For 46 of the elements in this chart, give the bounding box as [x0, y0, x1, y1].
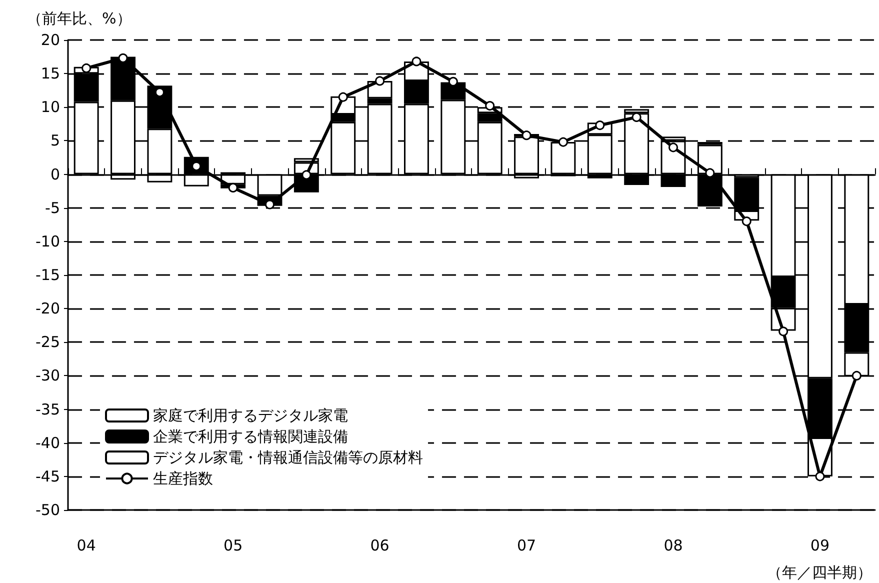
point: [852, 370, 862, 380]
x-tick-label: 09: [810, 536, 830, 554]
point: [154, 88, 164, 98]
legend-label: デジタル家電・情報通信設備等の原材料: [153, 448, 423, 466]
point: [485, 101, 495, 111]
point: [82, 63, 92, 73]
legend-label: 生産指数: [153, 470, 213, 488]
x-axis-title: （年／四半期）: [767, 564, 872, 582]
x-tick-label: 08: [664, 536, 683, 554]
point: [448, 76, 458, 86]
y-tick-label: -15: [36, 266, 60, 284]
y-tick-label: 20: [40, 31, 60, 49]
y-tick-label: -5: [45, 198, 60, 217]
point: [815, 472, 825, 482]
x-tick-label: 07: [516, 536, 536, 554]
point: [632, 112, 642, 122]
point: [558, 137, 568, 147]
y-tick-label: -25: [36, 333, 60, 352]
point: [118, 53, 128, 63]
point: [742, 216, 752, 226]
point: [668, 142, 678, 152]
x-tick-label: 04: [76, 536, 96, 554]
point: [778, 326, 788, 336]
y-tick-label: 10: [40, 98, 60, 116]
point: [705, 168, 715, 178]
y-axis-title: （前年比、%）: [27, 10, 132, 28]
point: [228, 182, 238, 192]
y-tick-label: -45: [36, 467, 60, 486]
y-tick-label: -20: [36, 300, 60, 318]
point: [338, 92, 348, 102]
y-tick-label: -35: [36, 400, 60, 418]
legend-label: 企業で利用する情報関連設備: [153, 428, 348, 446]
y-tick-label: -50: [36, 501, 60, 519]
y-tick-label: -40: [36, 434, 60, 452]
legend-label: 家庭で利用するデジタル家電: [153, 406, 348, 424]
point: [522, 130, 532, 140]
x-tick-label: 06: [370, 536, 390, 554]
y-tick-label: -30: [36, 366, 60, 385]
y-tick-label: 0: [50, 165, 60, 184]
x-tick-label: 05: [224, 536, 243, 554]
y-tick-label: 15: [40, 64, 60, 83]
y-tick-label: 5: [50, 132, 60, 150]
y-tick-label: -10: [36, 232, 60, 250]
point: [302, 170, 312, 180]
point: [412, 56, 422, 66]
point: [375, 76, 385, 86]
